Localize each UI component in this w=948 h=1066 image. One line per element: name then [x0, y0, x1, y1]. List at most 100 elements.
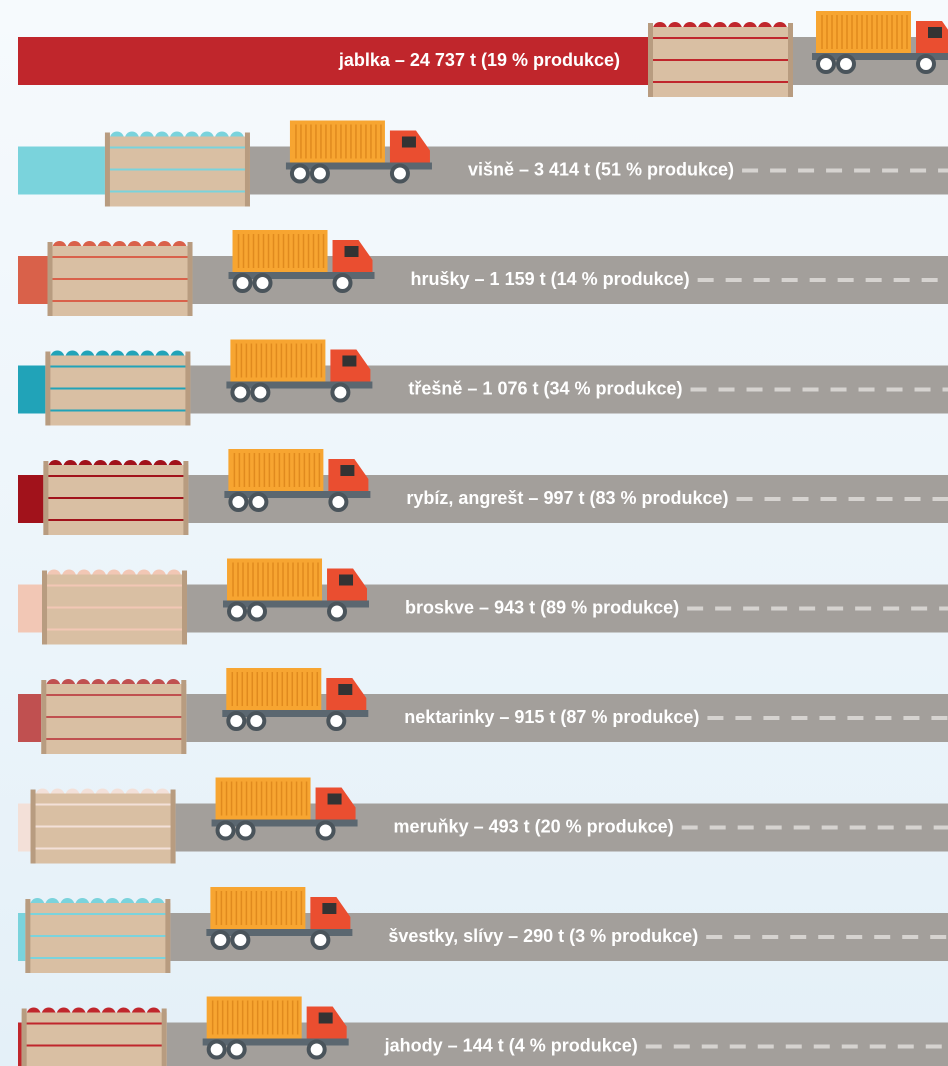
crate-post	[648, 23, 653, 97]
crate-post	[104, 132, 110, 207]
crate	[42, 569, 188, 645]
truck	[812, 11, 948, 74]
wheel	[247, 601, 268, 622]
value-label: broskve – 943 t (89 % produkce)	[405, 597, 679, 617]
truck	[202, 996, 349, 1060]
wheel	[226, 1039, 247, 1060]
window	[401, 136, 416, 148]
truck	[226, 339, 373, 403]
wheel	[315, 820, 336, 841]
crate-slat	[51, 278, 189, 280]
crate-slat	[46, 584, 184, 587]
wheel	[916, 54, 936, 74]
bar	[18, 475, 44, 523]
crate-slat	[49, 387, 187, 390]
crate	[47, 241, 193, 316]
bar	[18, 803, 31, 852]
wheel	[228, 492, 249, 512]
bar	[18, 913, 26, 961]
bar	[18, 365, 46, 414]
wheel	[330, 382, 351, 403]
crate-slat	[45, 738, 183, 740]
crate-post	[165, 899, 171, 973]
crate-slat	[51, 256, 189, 258]
crate-slat	[25, 1044, 163, 1047]
crate-slat	[108, 146, 246, 149]
wheel	[230, 930, 251, 950]
crate-post	[45, 351, 51, 426]
value-label: nektarinky – 915 t (87 % produkce)	[404, 707, 699, 727]
bar	[18, 1022, 22, 1066]
window	[338, 684, 353, 695]
crate-slat	[47, 497, 185, 499]
value-label: rybíz, angrešt – 997 t (83 % produkce)	[406, 488, 728, 508]
crate-post	[788, 23, 793, 97]
crate-post	[161, 1008, 167, 1066]
window	[318, 1012, 333, 1024]
chassis	[222, 710, 369, 717]
value-label: višně – 3 414 t (51 % produkce)	[468, 159, 734, 179]
wheel	[246, 711, 267, 731]
crate-post	[25, 899, 31, 973]
truck	[228, 230, 375, 293]
wheel	[226, 711, 247, 731]
crate-post	[41, 680, 47, 754]
window	[342, 355, 357, 367]
crate-slat	[49, 409, 187, 412]
crate-slat	[29, 957, 167, 959]
bar	[18, 256, 48, 304]
crate-post	[181, 680, 187, 754]
crate-post	[183, 461, 189, 535]
window	[322, 903, 337, 914]
crate-slat	[46, 628, 184, 631]
crate-post	[21, 1008, 27, 1066]
wheel	[250, 382, 271, 403]
bar	[18, 584, 43, 633]
truck	[206, 887, 353, 950]
value-label: jahody – 144 t (4 % produkce)	[384, 1035, 638, 1055]
crate-slat	[29, 913, 167, 915]
wheel	[235, 820, 256, 841]
truck	[211, 777, 358, 841]
crate	[45, 350, 191, 426]
crate-slat	[45, 694, 183, 696]
crate-slat	[108, 190, 246, 193]
wheel	[248, 492, 269, 512]
crate-slat	[47, 519, 185, 521]
wheel	[332, 273, 353, 293]
crate-post	[187, 242, 193, 316]
crate-slat	[29, 935, 167, 937]
wheel	[289, 163, 310, 184]
crate-post	[182, 570, 188, 645]
crate-slat	[25, 1022, 163, 1025]
wheel	[327, 601, 348, 622]
window	[928, 27, 942, 38]
crate-post	[185, 351, 191, 426]
chassis	[224, 491, 371, 498]
chassis	[206, 929, 353, 936]
wheel	[230, 382, 251, 403]
window	[339, 574, 354, 586]
value-label: švestky, slívy – 290 t (3 % produkce)	[388, 926, 698, 946]
window	[327, 793, 342, 805]
crate-slat	[34, 847, 172, 850]
chassis	[202, 1038, 349, 1046]
bar	[18, 694, 42, 742]
chassis	[226, 381, 373, 389]
crate-slat	[45, 716, 183, 718]
wheel	[232, 273, 253, 293]
truck	[224, 449, 371, 512]
crate-slat	[34, 803, 172, 806]
crate-slat	[51, 300, 189, 302]
value-label: hrušky – 1 159 t (14 % produkce)	[411, 269, 690, 289]
chassis	[812, 53, 948, 60]
crate	[25, 898, 171, 973]
crate	[30, 788, 176, 864]
crate	[43, 460, 189, 535]
wheel	[215, 820, 236, 841]
chassis	[228, 272, 375, 279]
crate-post	[170, 789, 176, 864]
crate-slat	[46, 606, 184, 609]
bar	[18, 146, 105, 195]
